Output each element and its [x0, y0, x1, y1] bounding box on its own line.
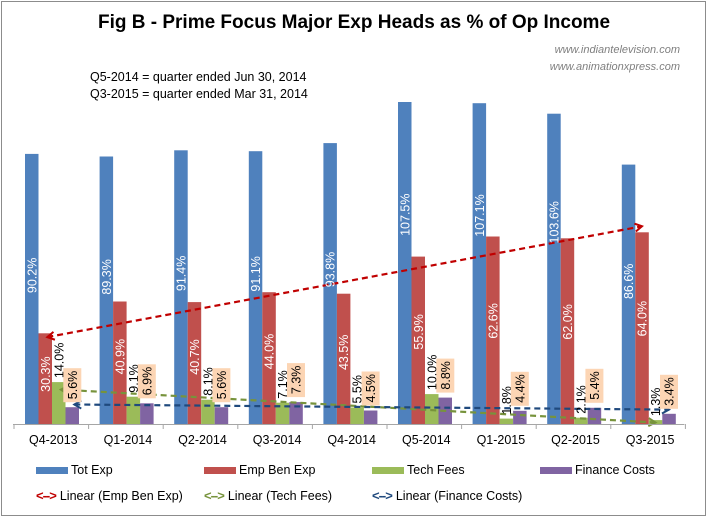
footnote-2: Q3-2015 = quarter ended Mar 31, 2014: [90, 87, 308, 101]
data-label-tot-exp-q3-2015: 86.6%: [622, 264, 636, 299]
bar-tot-exp-q5-2014: [398, 102, 412, 424]
x-tick-label-q1-2014: Q1-2014: [104, 433, 153, 447]
data-label-finance-costs-q2-2014: 5.6%: [215, 371, 229, 400]
data-label-tech-fees-q3-2015: 1.3%: [649, 388, 663, 417]
double-arrow-dashed-icon: <-->: [204, 488, 225, 503]
data-label-emp-ben-exp-q4-2013: 30.3%: [39, 356, 53, 391]
label-highlight-box: [212, 368, 231, 403]
data-label-tot-exp-q5-2014: 107.5%: [398, 193, 412, 235]
double-arrow-dashed-icon: <-->: [372, 488, 393, 503]
data-label-emp-ben-exp-q3-2014: 44.0%: [263, 334, 277, 369]
x-tick-label-q2-2015: Q2-2015: [551, 433, 600, 447]
legend-item-linear-finance-costs: <--> Linear (Finance Costs): [372, 488, 522, 503]
label-highlight-box: [137, 364, 156, 399]
data-label-finance-costs-q5-2014: 8.8%: [439, 361, 453, 390]
data-label-finance-costs-q4-2013: 5.6%: [66, 371, 80, 400]
data-label-tech-fees-q3-2014: 7.1%: [276, 370, 290, 399]
bar-finance-costs-q4-2014: [363, 410, 378, 424]
legend-label: Tech Fees: [407, 463, 465, 477]
data-label-tot-exp-q3-2014: 91.1%: [249, 256, 263, 291]
double-arrow-dashed-icon: <-->: [36, 488, 57, 503]
data-label-emp-ben-exp-q4-2014: 43.5%: [337, 335, 351, 370]
legend-swatch-green: [372, 466, 404, 474]
bar-finance-costs-q1-2015: [513, 410, 527, 424]
trendline-emp-ben-exp: [47, 226, 642, 337]
data-label-tech-fees-q4-2014: 5.5%: [351, 375, 365, 404]
bar-finance-costs-q3-2015: [662, 413, 676, 424]
bar-finance-costs-q2-2015: [587, 407, 602, 424]
bar-finance-costs-q2-2014: [214, 407, 229, 424]
label-highlight-box: [436, 358, 455, 393]
data-label-emp-ben-exp-q1-2014: 40.9%: [113, 339, 127, 374]
data-label-tot-exp-q2-2015: 103.6%: [547, 201, 561, 243]
legend-swatch-blue: [36, 466, 68, 474]
bar-finance-costs-q1-2014: [140, 403, 154, 424]
bar-tot-exp-q2-2015: [547, 113, 561, 424]
legend-swatch-red: [204, 466, 236, 474]
data-label-emp-ben-exp-q5-2014: 55.9%: [412, 314, 426, 349]
legend-label: Finance Costs: [575, 463, 655, 477]
legend-label: Tot Exp: [71, 463, 113, 477]
data-label-tot-exp-q4-2013: 90.2%: [25, 258, 39, 293]
legend-label: Linear (Emp Ben Exp): [59, 488, 183, 503]
data-label-tot-exp-q1-2014: 89.3%: [100, 259, 114, 294]
data-label-tech-fees-q2-2014: 8.1%: [201, 367, 215, 396]
legend-item-finance-costs: Finance Costs: [540, 463, 655, 477]
data-label-finance-costs-q1-2015: 4.4%: [513, 374, 527, 403]
x-tick-label-q4-2013: Q4-2013: [29, 433, 78, 447]
x-tick-label-q5-2014: Q5-2014: [402, 433, 451, 447]
x-tick-label-q3-2014: Q3-2014: [253, 433, 302, 447]
data-label-emp-ben-exp-q2-2014: 40.7%: [188, 339, 202, 374]
data-label-tech-fees-q1-2015: 1.8%: [500, 386, 514, 415]
trendline-finance-costs: [74, 405, 669, 410]
legend-label: Emp Ben Exp: [239, 463, 316, 477]
bar-tech-fees-q1-2015: [499, 418, 514, 424]
legend-label: Linear (Finance Costs): [395, 488, 523, 503]
bar-finance-costs-q4-2013: [65, 407, 79, 424]
footnote-1: Q5-2014 = quarter ended Jun 30, 2014: [90, 70, 307, 84]
bar-tot-exp-q1-2015: [472, 103, 487, 424]
label-highlight-box: [660, 374, 678, 409]
data-label-tot-exp-q4-2014: 93.8%: [324, 252, 338, 287]
label-highlight-box: [585, 368, 604, 403]
data-label-emp-ben-exp-q3-2015: 64.0%: [636, 301, 650, 336]
bar-emp-ben-exp-q4-2013: [38, 333, 52, 424]
legend-label: Linear (Tech Fees): [227, 488, 333, 503]
legend-item-tot-exp: Tot Exp: [36, 463, 113, 477]
legend-item-linear-emp-ben-exp: <--> Linear (Emp Ben Exp): [36, 488, 183, 503]
data-label-tot-exp-q1-2015: 107.1%: [473, 194, 487, 236]
data-label-finance-costs-q2-2015: 5.4%: [588, 371, 602, 400]
source-credit-1: www.indiantelevision.com: [554, 44, 680, 56]
data-label-tech-fees-q2-2015: 2.1%: [574, 385, 588, 414]
label-highlight-box: [63, 368, 82, 403]
bar-tot-exp-q4-2013: [25, 153, 39, 424]
legend-swatch-purple: [540, 466, 572, 474]
bar-tech-fees-q2-2014: [201, 399, 215, 424]
data-label-finance-costs-q1-2014: 6.9%: [140, 367, 154, 396]
bar-tech-fees-q4-2014: [350, 407, 364, 424]
data-label-tot-exp-q2-2014: 91.4%: [174, 256, 188, 291]
legend-item-tech-fees: Tech Fees: [372, 463, 465, 477]
x-tick-label-q3-2015: Q3-2015: [626, 433, 675, 447]
x-tick-label-q2-2014: Q2-2014: [178, 433, 227, 447]
data-label-finance-costs-q4-2014: 4.5%: [364, 374, 378, 403]
label-highlight-box: [287, 363, 305, 398]
data-label-emp-ben-exp-q1-2015: 62.6%: [486, 303, 500, 338]
data-label-finance-costs-q3-2015: 3.4%: [663, 377, 677, 406]
source-credit-2: www.animationxpress.com: [549, 61, 680, 73]
chart-title: Fig B - Prime Focus Major Exp Heads as %…: [97, 12, 611, 33]
data-label-tech-fees-q1-2014: 9.1%: [127, 364, 141, 393]
label-highlight-box: [361, 371, 380, 406]
data-label-tech-fees-q4-2013: 14.0%: [52, 343, 66, 378]
data-label-finance-costs-q3-2014: 7.3%: [290, 366, 304, 395]
x-tick-label-q4-2014: Q4-2014: [327, 433, 376, 447]
data-label-emp-ben-exp-q2-2015: 62.0%: [561, 304, 575, 339]
legend-item-linear-tech-fees: <--> Linear (Tech Fees): [204, 488, 332, 503]
x-tick-label-q1-2015: Q1-2015: [477, 433, 526, 447]
legend-item-emp-ben-exp: Emp Ben Exp: [204, 463, 315, 477]
label-highlight-box: [510, 371, 529, 406]
bar-tech-fees-q1-2014: [126, 396, 141, 424]
data-label-tech-fees-q5-2014: 10.0%: [425, 355, 439, 390]
